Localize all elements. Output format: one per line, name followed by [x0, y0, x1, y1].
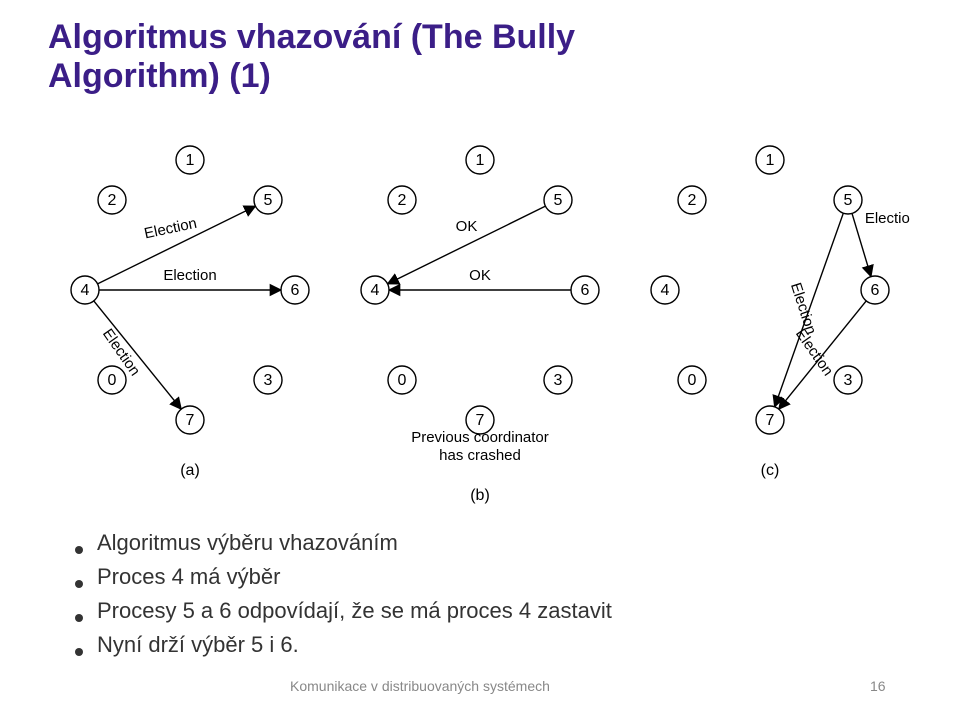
bullet-list: Algoritmus výběru vhazováním Proces 4 má … — [75, 530, 612, 666]
bullet-dot-icon — [75, 546, 83, 554]
diagram-node-label: 7 — [186, 412, 195, 429]
panel-label: (a) — [180, 462, 200, 479]
diagram-node-label: 3 — [844, 372, 853, 389]
bully-diagram: Election Election Election 0 1 2 3 4 5 6 7 (a) OK OK 0… — [50, 130, 910, 510]
diagram-svg: Election Election Election 0 1 2 3 4 5 6 7 (a) OK OK 0… — [50, 130, 910, 510]
bullet-item: Algoritmus výběru vhazováním — [75, 530, 612, 556]
diagram-panel: OK OK 0 1 2 3 4 5 6 7Previous coordinatorhas cras… — [361, 146, 599, 504]
slide-title: Algoritmus vhazování (The Bully Algorith… — [48, 18, 575, 96]
diagram-caption: Previous coordinator — [411, 429, 549, 446]
diagram-node-label: 6 — [291, 282, 300, 299]
bullet-dot-icon — [75, 614, 83, 622]
diagram-node-label: 1 — [766, 152, 775, 169]
diagram-node-label: 0 — [108, 372, 117, 389]
diagram-node-label: 0 — [398, 372, 407, 389]
diagram-node-label: 7 — [766, 412, 775, 429]
diagram-node-label: 4 — [661, 282, 670, 299]
diagram-node-label: 0 — [688, 372, 697, 389]
bullet-dot-icon — [75, 648, 83, 656]
bullet-dot-icon — [75, 580, 83, 588]
diagram-node-label: 6 — [871, 282, 880, 299]
panel-label: (c) — [761, 462, 780, 479]
bullet-text: Procesy 5 a 6 odpovídají, že se má proce… — [97, 598, 612, 624]
diagram-node-label: 3 — [554, 372, 563, 389]
diagram-node-label: 5 — [554, 192, 563, 209]
edge-label: OK — [456, 218, 478, 235]
edge-label: OK — [469, 267, 491, 284]
diagram-node-label: 3 — [264, 372, 273, 389]
diagram-node-label: 1 — [186, 152, 195, 169]
bullet-item: Nyní drží výběr 5 i 6. — [75, 632, 612, 658]
bullet-item: Proces 4 má výběr — [75, 564, 612, 590]
diagram-node-label: 7 — [476, 412, 485, 429]
title-line-2: Algorithm) (1) — [48, 57, 575, 96]
diagram-node-label: 1 — [476, 152, 485, 169]
page-number: 16 — [870, 678, 886, 694]
diagram-panel: ElectionElectionElection01234567(c) — [651, 146, 910, 479]
title-line-1: Algoritmus vhazování (The Bully — [48, 18, 575, 57]
diagram-panel: ElectionElectionElection01234567(a) — [71, 146, 309, 479]
edge-label: Election — [792, 326, 837, 379]
bullet-text: Nyní drží výběr 5 i 6. — [97, 632, 299, 658]
diagram-node-label: 4 — [371, 282, 380, 299]
edge-label: Election — [163, 267, 216, 284]
edge-label: Election — [865, 210, 910, 227]
bullet-text: Algoritmus výběru vhazováním — [97, 530, 398, 556]
diagram-caption: has crashed — [439, 447, 521, 464]
slide: Algoritmus vhazování (The Bully Algorith… — [0, 0, 960, 716]
diagram-node-label: 2 — [108, 192, 117, 209]
panel-label: (b) — [470, 487, 490, 504]
diagram-node-label: 5 — [844, 192, 853, 209]
bullet-item: Procesy 5 a 6 odpovídají, že se má proce… — [75, 598, 612, 624]
diagram-node-label: 2 — [398, 192, 407, 209]
diagram-node-label: 6 — [581, 282, 590, 299]
diagram-node-label: 5 — [264, 192, 273, 209]
footer-text: Komunikace v distribuovaných systémech — [290, 678, 550, 694]
diagram-node-label: 2 — [688, 192, 697, 209]
bullet-text: Proces 4 má výběr — [97, 564, 280, 590]
diagram-node-label: 4 — [81, 282, 90, 299]
